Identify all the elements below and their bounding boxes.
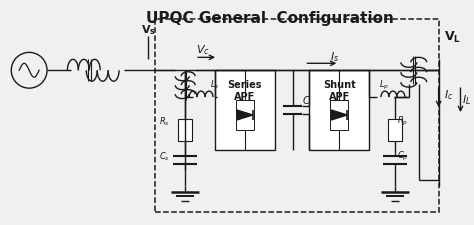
Text: $I_c$: $I_c$	[444, 88, 453, 102]
Text: $I_L$: $I_L$	[463, 93, 472, 107]
Polygon shape	[331, 110, 347, 120]
Bar	[155, 19, 438, 212]
Bar	[310, 70, 369, 150]
Text: $\mathbf{V_L}$: $\mathbf{V_L}$	[444, 30, 461, 45]
Text: $I_s$: $I_s$	[330, 50, 339, 64]
Text: $L_p$: $L_p$	[379, 79, 389, 92]
Bar	[215, 70, 274, 150]
Text: $C$: $C$	[302, 94, 311, 106]
Bar	[388, 119, 402, 141]
Text: Series
APF: Series APF	[228, 80, 262, 102]
Text: $C_p$: $C_p$	[397, 150, 408, 163]
Text: $C_s$: $C_s$	[158, 151, 169, 163]
Text: Shunt
APF: Shunt APF	[323, 80, 356, 102]
Bar	[178, 119, 192, 141]
Bar	[236, 100, 254, 130]
Polygon shape	[237, 110, 253, 120]
Text: $\mathbf{V_s}$: $\mathbf{V_s}$	[141, 24, 156, 37]
Text: $R_s$: $R_s$	[158, 116, 169, 128]
Text: $R_p$: $R_p$	[397, 115, 408, 128]
Bar	[330, 100, 348, 130]
Text: $L_s$: $L_s$	[210, 79, 219, 91]
Text: UPQC General  Configuration: UPQC General Configuration	[146, 11, 393, 26]
Text: $V_c$: $V_c$	[196, 43, 210, 57]
